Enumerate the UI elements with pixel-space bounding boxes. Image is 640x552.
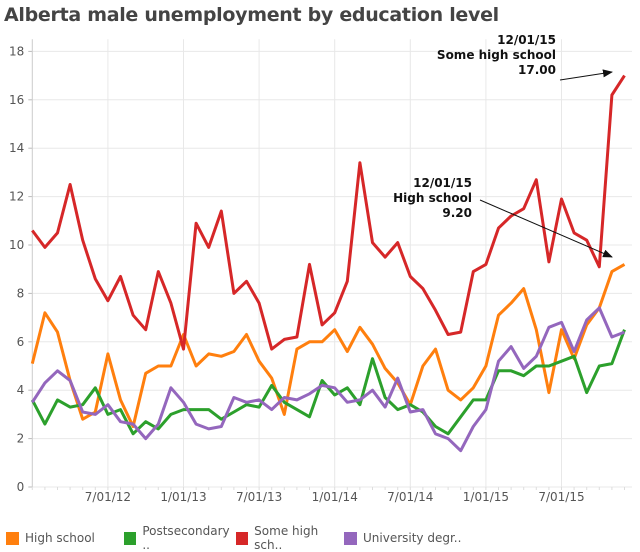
legend-swatch xyxy=(6,531,19,545)
y-tick-label: 18 xyxy=(9,44,24,58)
x-tick-label: 7/01/15 xyxy=(538,490,584,504)
legend-item[interactable]: High school xyxy=(6,524,124,552)
annotation-arrow xyxy=(559,69,613,81)
series-line-university-degr xyxy=(31,306,626,453)
annotation-text: Some high school xyxy=(437,48,556,62)
y-tick-label: 6 xyxy=(17,335,25,349)
x-tick-label: 1/01/15 xyxy=(463,490,509,504)
y-tick-label: 14 xyxy=(9,141,24,155)
legend-item[interactable]: Some high sch.. xyxy=(236,524,344,552)
y-tick-label: 2 xyxy=(17,432,25,446)
annotation-text: 17.00 xyxy=(518,63,556,77)
x-tick-label: 7/01/12 xyxy=(85,490,131,504)
x-tick-label: 7/01/14 xyxy=(387,490,433,504)
legend-swatch xyxy=(124,531,137,545)
legend-label: Postsecondary .. xyxy=(142,524,230,552)
annotation-arrow xyxy=(479,199,613,258)
legend-item[interactable]: Postsecondary .. xyxy=(124,524,236,552)
series-line-some-high-sch xyxy=(31,74,626,351)
chart-title: Alberta male unemployment by education l… xyxy=(4,4,499,26)
series-line-high-school xyxy=(30,263,626,428)
legend: High school Postsecondary .. Some high sch… xyxy=(6,524,484,552)
annotation-text: 12/01/15 xyxy=(413,176,472,190)
y-tick-label: 10 xyxy=(9,238,24,252)
series-line-postsecondary xyxy=(30,329,626,436)
legend-label: Some high sch.. xyxy=(254,524,319,552)
annotation-text: High school xyxy=(393,191,472,205)
y-tick-label: 8 xyxy=(17,286,25,300)
y-tick-label: 0 xyxy=(17,480,25,494)
x-tick-label: 7/01/13 xyxy=(236,490,282,504)
y-tick-label: 12 xyxy=(9,190,24,204)
y-tick-label: 16 xyxy=(9,93,24,107)
legend-item[interactable]: University degr.. xyxy=(344,524,484,552)
legend-swatch xyxy=(344,531,357,545)
annotation-text: 12/01/15 xyxy=(497,33,556,47)
y-tick-label: 4 xyxy=(17,383,25,397)
legend-swatch xyxy=(236,531,249,545)
legend-label: University degr.. xyxy=(363,531,462,545)
x-tick-label: 1/01/14 xyxy=(312,490,358,504)
annotation-text: 9.20 xyxy=(442,206,472,220)
legend-label: High school xyxy=(25,531,95,545)
x-tick-label: 1/01/13 xyxy=(160,490,206,504)
